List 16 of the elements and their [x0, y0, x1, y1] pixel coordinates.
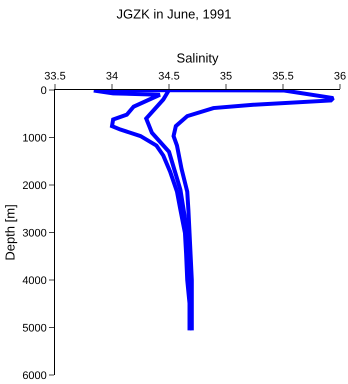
y-tick-label: 1000 [22, 132, 47, 144]
x-tick-label: 36 [334, 70, 346, 83]
y-tick-label: 2000 [22, 180, 47, 192]
x-tick-label: 35.5 [272, 70, 294, 83]
x-tick-label: 33.5 [44, 70, 66, 83]
y-tick-label: 6000 [22, 370, 47, 382]
y-tick-label: 4000 [22, 274, 47, 287]
y-tick-label: 5000 [22, 322, 47, 334]
y-tick-label: 3000 [22, 227, 47, 240]
y-axis-title: Depth [m] [2, 204, 18, 261]
x-tick-label: 35 [220, 70, 232, 83]
x-tick-label: 34.5 [158, 70, 180, 83]
y-tick-label: 0 [40, 84, 47, 97]
x-axis-title: Salinity [176, 50, 219, 66]
chart-title: JGZK in June, 1991 [116, 6, 232, 22]
x-tick-label: 34 [106, 70, 118, 83]
